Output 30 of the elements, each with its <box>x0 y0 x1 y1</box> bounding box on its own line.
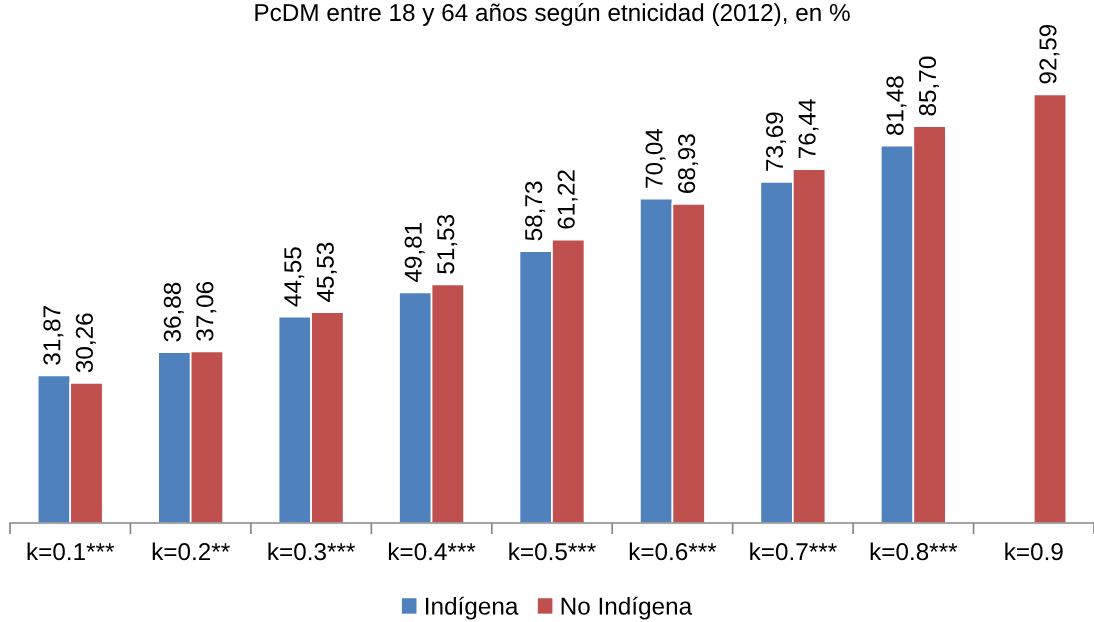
chart-title: PcDM entre 18 y 64 años según etnicidad (2012), en % <box>255 3 850 26</box>
data-label: 49,81 <box>404 223 425 283</box>
x-tick-label: k=0.3*** <box>268 542 355 561</box>
data-label: 37,06 <box>196 281 217 341</box>
x-tick-label: k=0.5*** <box>509 542 596 561</box>
x-tick-label: k=0.8*** <box>870 542 958 561</box>
data-label: 61,22 <box>557 170 578 229</box>
x-tick-label: k=0.7*** <box>750 542 837 561</box>
legend-label: Indígena <box>426 596 519 620</box>
data-label: 30,26 <box>75 313 96 373</box>
data-label: 31,87 <box>43 306 64 365</box>
data-label: 36,88 <box>163 282 184 342</box>
data-label: 51,53 <box>437 214 458 274</box>
data-label: 58,73 <box>525 181 546 241</box>
data-label: 45,53 <box>316 242 337 302</box>
x-tick-label: k=0.9 <box>1005 542 1063 561</box>
data-label: 73,69 <box>765 112 787 171</box>
data-label: 85,70 <box>918 56 939 116</box>
x-tick-label: k=0.4*** <box>388 542 476 561</box>
bar <box>1032 93 1068 523</box>
legend-label: No Indígena <box>561 596 693 620</box>
data-label: 92,59 <box>1039 24 1060 84</box>
data-label: 70,04 <box>645 128 666 188</box>
data-label: 76,44 <box>798 99 819 159</box>
data-label: 81,48 <box>886 76 907 135</box>
x-tick-label: k=0.2** <box>152 542 230 561</box>
data-label: 44,55 <box>284 247 305 307</box>
data-label: 68,93 <box>678 134 699 193</box>
x-tick-label: k=0.1*** <box>27 542 115 561</box>
x-tick-label: k=0.6*** <box>629 542 717 561</box>
